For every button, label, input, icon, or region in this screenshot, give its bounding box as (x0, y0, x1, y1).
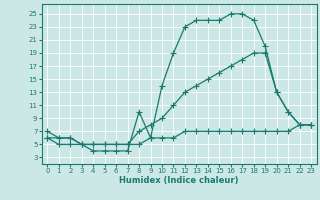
X-axis label: Humidex (Indice chaleur): Humidex (Indice chaleur) (119, 176, 239, 185)
